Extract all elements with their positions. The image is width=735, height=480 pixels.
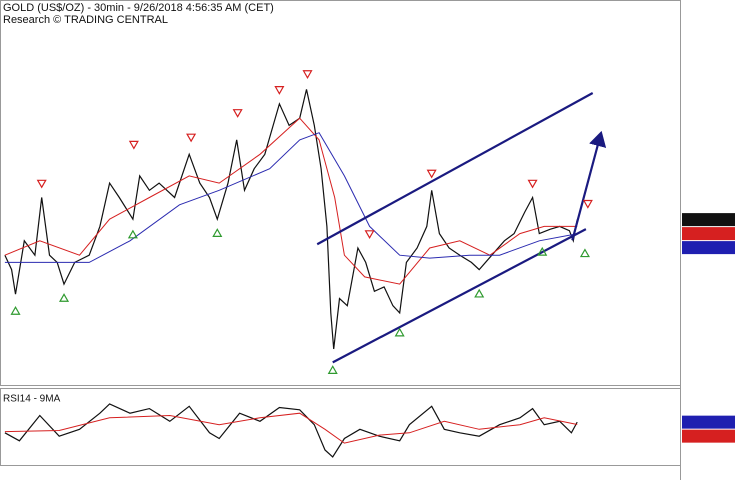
- trend-channel-line: [332, 228, 587, 364]
- low-marker: [212, 228, 223, 237]
- series-line: [4, 403, 578, 458]
- high-marker: [302, 70, 313, 79]
- high-marker: [527, 179, 538, 189]
- high-marker: [582, 199, 593, 209]
- value-tag: [682, 227, 735, 241]
- series-line: [4, 132, 578, 263]
- high-marker: [426, 169, 437, 179]
- low-marker: [474, 288, 485, 298]
- low-marker: [537, 246, 548, 256]
- value-tag: [682, 415, 735, 429]
- high-marker: [186, 133, 197, 143]
- value-tag: [682, 429, 735, 443]
- high-marker: [232, 109, 243, 118]
- high-marker: [36, 179, 47, 189]
- low-marker: [58, 293, 70, 302]
- series-line: [4, 412, 578, 444]
- chart-subtitle: Research © TRADING CENTRAL: [3, 14, 168, 26]
- low-marker: [127, 229, 138, 239]
- rsi-panel-frame: [0, 388, 681, 466]
- low-marker: [394, 327, 405, 337]
- high-marker: [364, 230, 375, 240]
- trend-channel-line: [316, 92, 594, 246]
- rsi-title: RSI14 - 9MA: [3, 394, 61, 405]
- low-marker: [327, 365, 338, 374]
- main-panel-frame: [0, 0, 681, 386]
- high-marker: [128, 140, 139, 150]
- high-marker: [274, 86, 285, 95]
- series-line: [4, 89, 578, 350]
- low-marker: [10, 306, 21, 315]
- projection-arrow: [571, 130, 607, 241]
- marks-layer: [4, 70, 735, 458]
- series-line: [4, 117, 578, 285]
- value-tag: [682, 213, 735, 227]
- chart-title: GOLD (US$/OZ) - 30min - 9/26/2018 4:56:3…: [3, 2, 274, 14]
- low-marker: [579, 248, 590, 258]
- value-tag: [682, 241, 735, 255]
